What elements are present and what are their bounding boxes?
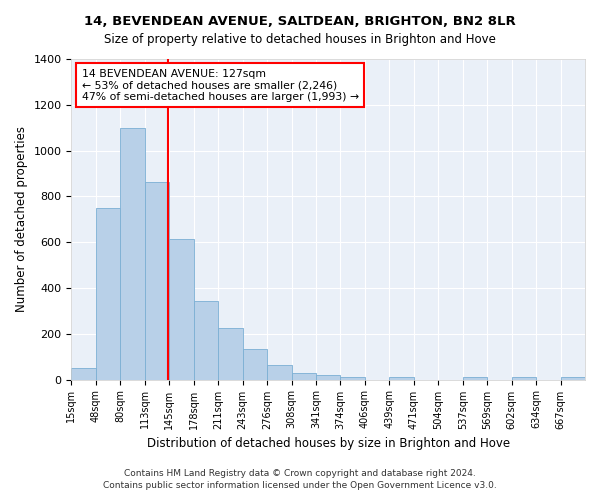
Bar — [267, 364, 292, 380]
Bar — [218, 328, 242, 380]
Bar — [560, 378, 585, 380]
Bar — [121, 128, 145, 380]
Bar — [169, 238, 194, 380]
Y-axis label: Number of detached properties: Number of detached properties — [15, 126, 28, 312]
Bar — [389, 378, 414, 380]
X-axis label: Distribution of detached houses by size in Brighton and Hove: Distribution of detached houses by size … — [146, 437, 510, 450]
Text: Contains HM Land Registry data © Crown copyright and database right 2024.
Contai: Contains HM Land Registry data © Crown c… — [103, 468, 497, 490]
Bar — [242, 348, 267, 380]
Text: 14 BEVENDEAN AVENUE: 127sqm
← 53% of detached houses are smaller (2,246)
47% of : 14 BEVENDEAN AVENUE: 127sqm ← 53% of det… — [82, 68, 359, 102]
Bar — [340, 377, 365, 380]
Bar — [316, 375, 340, 380]
Bar — [194, 300, 218, 380]
Bar — [463, 378, 487, 380]
Bar — [292, 372, 316, 380]
Bar — [512, 378, 536, 380]
Text: Size of property relative to detached houses in Brighton and Hove: Size of property relative to detached ho… — [104, 32, 496, 46]
Title: 14, BEVENDEAN AVENUE, SALTDEAN, BRIGHTON, BN2 8LR
Size of property relative to d: 14, BEVENDEAN AVENUE, SALTDEAN, BRIGHTON… — [0, 499, 1, 500]
Bar — [96, 208, 121, 380]
Bar — [71, 368, 96, 380]
Bar — [145, 182, 169, 380]
Text: 14, BEVENDEAN AVENUE, SALTDEAN, BRIGHTON, BN2 8LR: 14, BEVENDEAN AVENUE, SALTDEAN, BRIGHTON… — [84, 15, 516, 28]
